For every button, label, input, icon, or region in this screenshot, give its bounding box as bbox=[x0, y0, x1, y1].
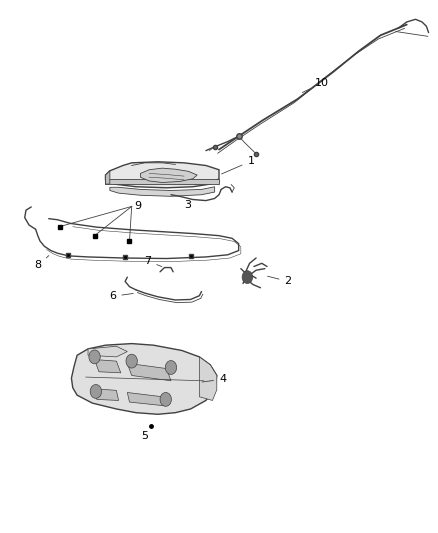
Circle shape bbox=[165, 361, 177, 374]
Text: 4: 4 bbox=[202, 374, 226, 384]
Polygon shape bbox=[199, 357, 217, 400]
Polygon shape bbox=[106, 179, 219, 184]
Polygon shape bbox=[106, 171, 110, 184]
Circle shape bbox=[89, 350, 100, 364]
Text: 8: 8 bbox=[34, 256, 49, 270]
Polygon shape bbox=[127, 364, 171, 381]
Text: 7: 7 bbox=[144, 256, 162, 266]
Polygon shape bbox=[141, 168, 197, 182]
Text: 2: 2 bbox=[268, 276, 292, 286]
Polygon shape bbox=[88, 346, 127, 357]
Text: 10: 10 bbox=[302, 78, 329, 93]
Polygon shape bbox=[106, 162, 219, 188]
Circle shape bbox=[90, 384, 102, 398]
Polygon shape bbox=[127, 392, 164, 406]
Text: 5: 5 bbox=[141, 426, 151, 441]
Polygon shape bbox=[110, 187, 215, 196]
Circle shape bbox=[160, 392, 171, 406]
Text: 3: 3 bbox=[184, 200, 191, 211]
Polygon shape bbox=[95, 360, 121, 373]
Text: 1: 1 bbox=[222, 156, 254, 174]
Polygon shape bbox=[95, 389, 119, 400]
Text: 9: 9 bbox=[134, 201, 141, 212]
Polygon shape bbox=[71, 344, 217, 414]
Circle shape bbox=[126, 354, 138, 368]
Text: 6: 6 bbox=[110, 291, 133, 301]
Circle shape bbox=[242, 271, 253, 284]
